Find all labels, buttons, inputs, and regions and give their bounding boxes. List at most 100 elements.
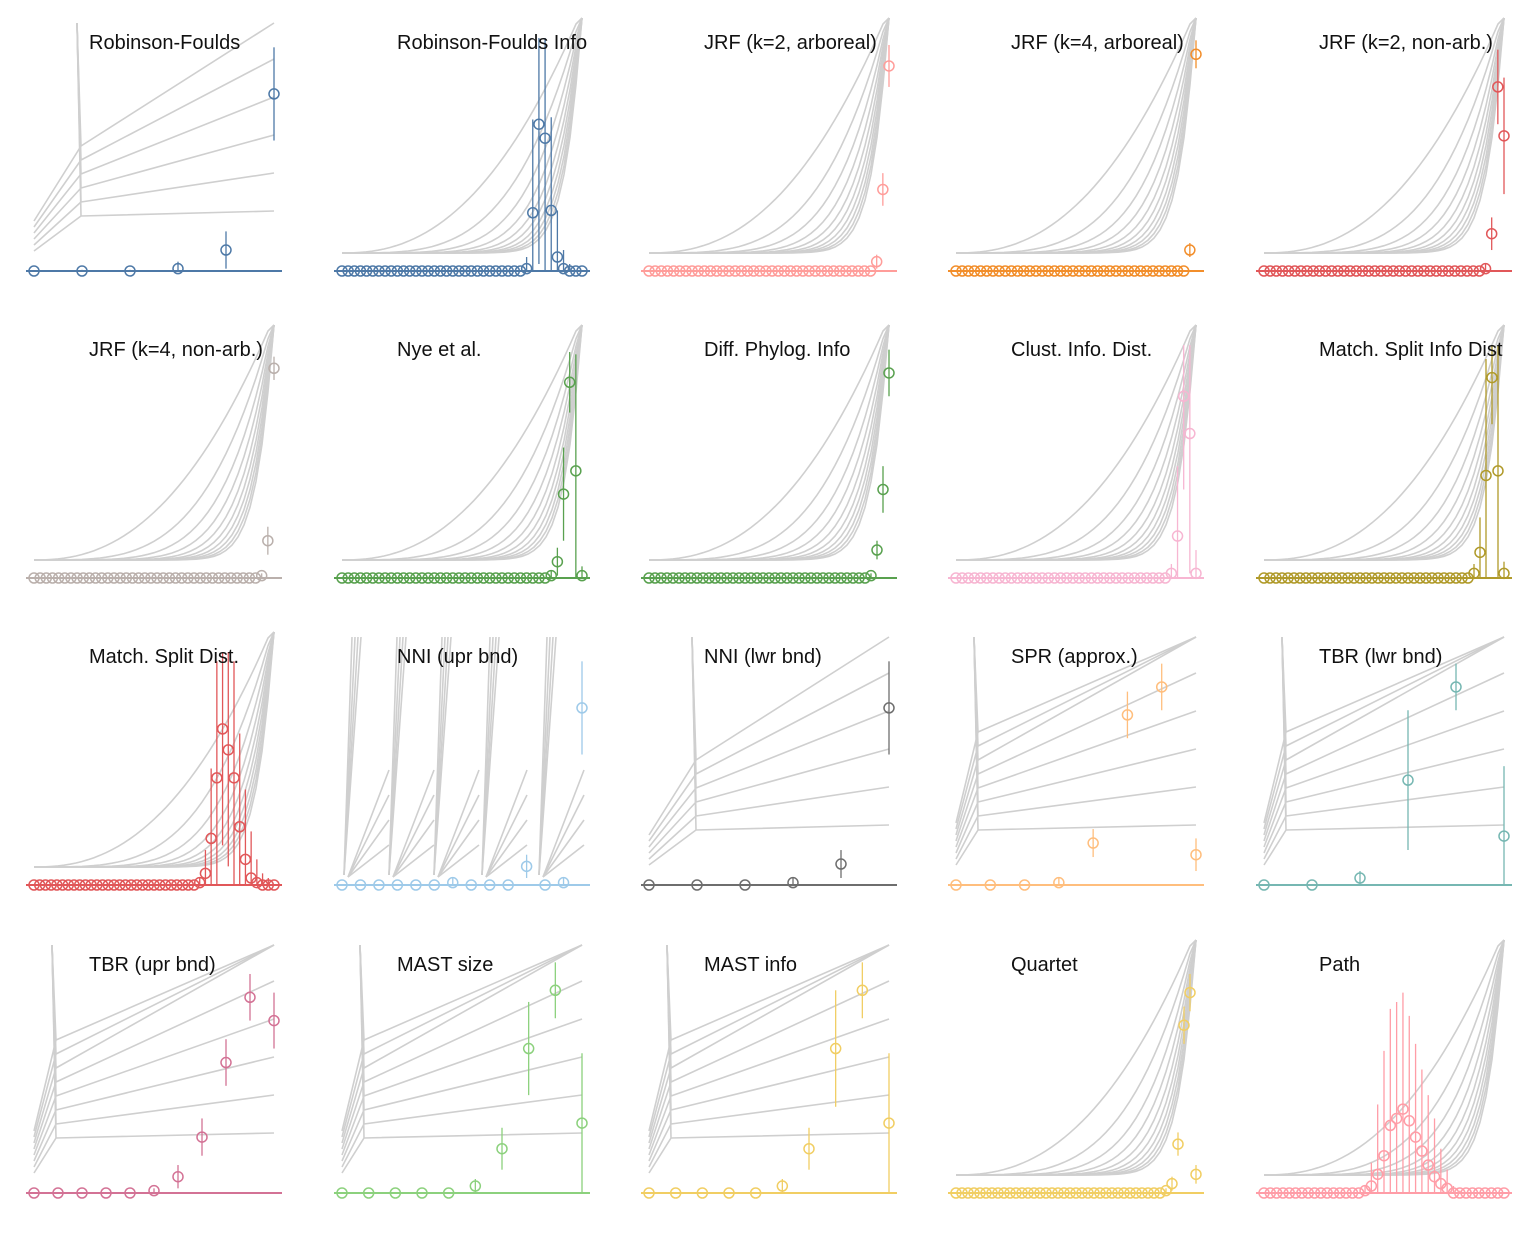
data-point — [883, 60, 895, 72]
data-point — [231, 572, 243, 584]
data-point — [1307, 265, 1319, 277]
data-point — [459, 572, 471, 584]
data-point — [1473, 265, 1486, 277]
data-point — [551, 251, 564, 263]
data-point — [1486, 371, 1498, 384]
data-point — [557, 876, 570, 889]
reference-curve — [34, 324, 275, 561]
data-point — [576, 569, 588, 582]
data-point — [477, 572, 490, 584]
reference-curves — [1264, 324, 1505, 561]
data-point — [416, 572, 428, 584]
panel-title: Diff. Phylog. Info — [704, 339, 851, 361]
panel-title: Robinson-Foulds — [89, 32, 241, 54]
data-point — [182, 879, 195, 891]
data-point — [100, 1187, 112, 1199]
panel-title: NNI (lwr bnd) — [704, 646, 822, 668]
data-point — [496, 265, 508, 277]
data-point — [1190, 1168, 1202, 1181]
data-point — [984, 879, 997, 891]
chart-panel: NNI (lwr bnd) — [641, 632, 941, 932]
data-point — [348, 265, 361, 277]
data-point — [986, 1187, 998, 1199]
data-point — [815, 265, 828, 277]
chart-panel: Robinson-Foulds Info — [334, 17, 634, 318]
data-point — [165, 879, 177, 891]
data-point — [981, 265, 993, 277]
data-point — [428, 879, 441, 891]
reference-curves — [1263, 636, 1505, 866]
data-point — [751, 572, 763, 584]
data-point — [469, 1180, 482, 1192]
data-point — [1048, 572, 1061, 584]
data-point — [447, 876, 459, 889]
data-point — [962, 265, 975, 277]
panel-title: Clust. Info. Dist. — [1011, 339, 1153, 361]
data-point — [760, 265, 772, 277]
data-point — [199, 867, 212, 880]
data-point — [410, 572, 422, 584]
data-point — [148, 1184, 160, 1197]
data-point — [974, 1187, 986, 1199]
reference-curve — [648, 944, 890, 1132]
data-point — [1017, 572, 1030, 584]
data-point — [576, 702, 588, 714]
data-point — [1306, 879, 1318, 891]
data-point — [373, 572, 385, 584]
reference-curve — [481, 636, 528, 878]
data-point — [120, 572, 133, 584]
data-point — [821, 265, 834, 277]
data-point — [243, 572, 256, 584]
data-point — [1282, 265, 1295, 277]
panel-title: NNI (upr bnd) — [397, 646, 519, 668]
data-point — [1190, 48, 1202, 61]
chart-panel: Nye et al. — [334, 324, 634, 625]
chart-plot — [948, 324, 1204, 584]
data-point — [856, 984, 869, 997]
data-point — [669, 1187, 682, 1199]
data-point — [39, 879, 52, 891]
data-point — [1402, 774, 1414, 786]
data-point — [1122, 265, 1135, 277]
reference-curves — [342, 324, 583, 561]
data-point — [428, 572, 441, 584]
data-point — [1384, 572, 1396, 584]
data-point — [1424, 265, 1436, 277]
data-point — [1408, 572, 1420, 584]
data-point — [108, 572, 120, 584]
data-point — [1283, 1187, 1296, 1199]
data-point — [1258, 1187, 1270, 1199]
reference-curve — [956, 17, 1197, 254]
data-point — [1420, 572, 1432, 584]
data-point — [1116, 572, 1128, 584]
data-point — [1375, 265, 1387, 277]
data-point — [336, 572, 348, 584]
data-point — [520, 572, 533, 584]
data-point — [661, 572, 673, 584]
data-point — [434, 265, 447, 277]
data-point — [733, 572, 745, 584]
data-point — [803, 1142, 815, 1155]
data-point — [1104, 572, 1116, 584]
data-point — [1130, 1187, 1142, 1199]
data-point — [1342, 572, 1354, 584]
data-point — [157, 572, 169, 584]
data-point — [262, 879, 275, 891]
data-point — [1147, 572, 1159, 584]
data-point — [1312, 572, 1324, 584]
data-point — [1467, 265, 1479, 277]
data-point — [950, 1187, 962, 1199]
data-point — [1372, 572, 1384, 584]
data-point — [763, 572, 775, 584]
data-point — [1142, 1187, 1154, 1199]
chart-panel: Path — [1256, 939, 1536, 1240]
chart-panel: SPR (approx.) — [948, 632, 1248, 932]
data-point — [102, 572, 114, 584]
reference-curve — [648, 636, 890, 866]
data-point — [1070, 1187, 1082, 1199]
data-point — [643, 879, 655, 891]
data-point — [125, 879, 137, 891]
data-point — [549, 984, 562, 997]
data-point — [139, 572, 151, 584]
data-point — [389, 1187, 402, 1199]
